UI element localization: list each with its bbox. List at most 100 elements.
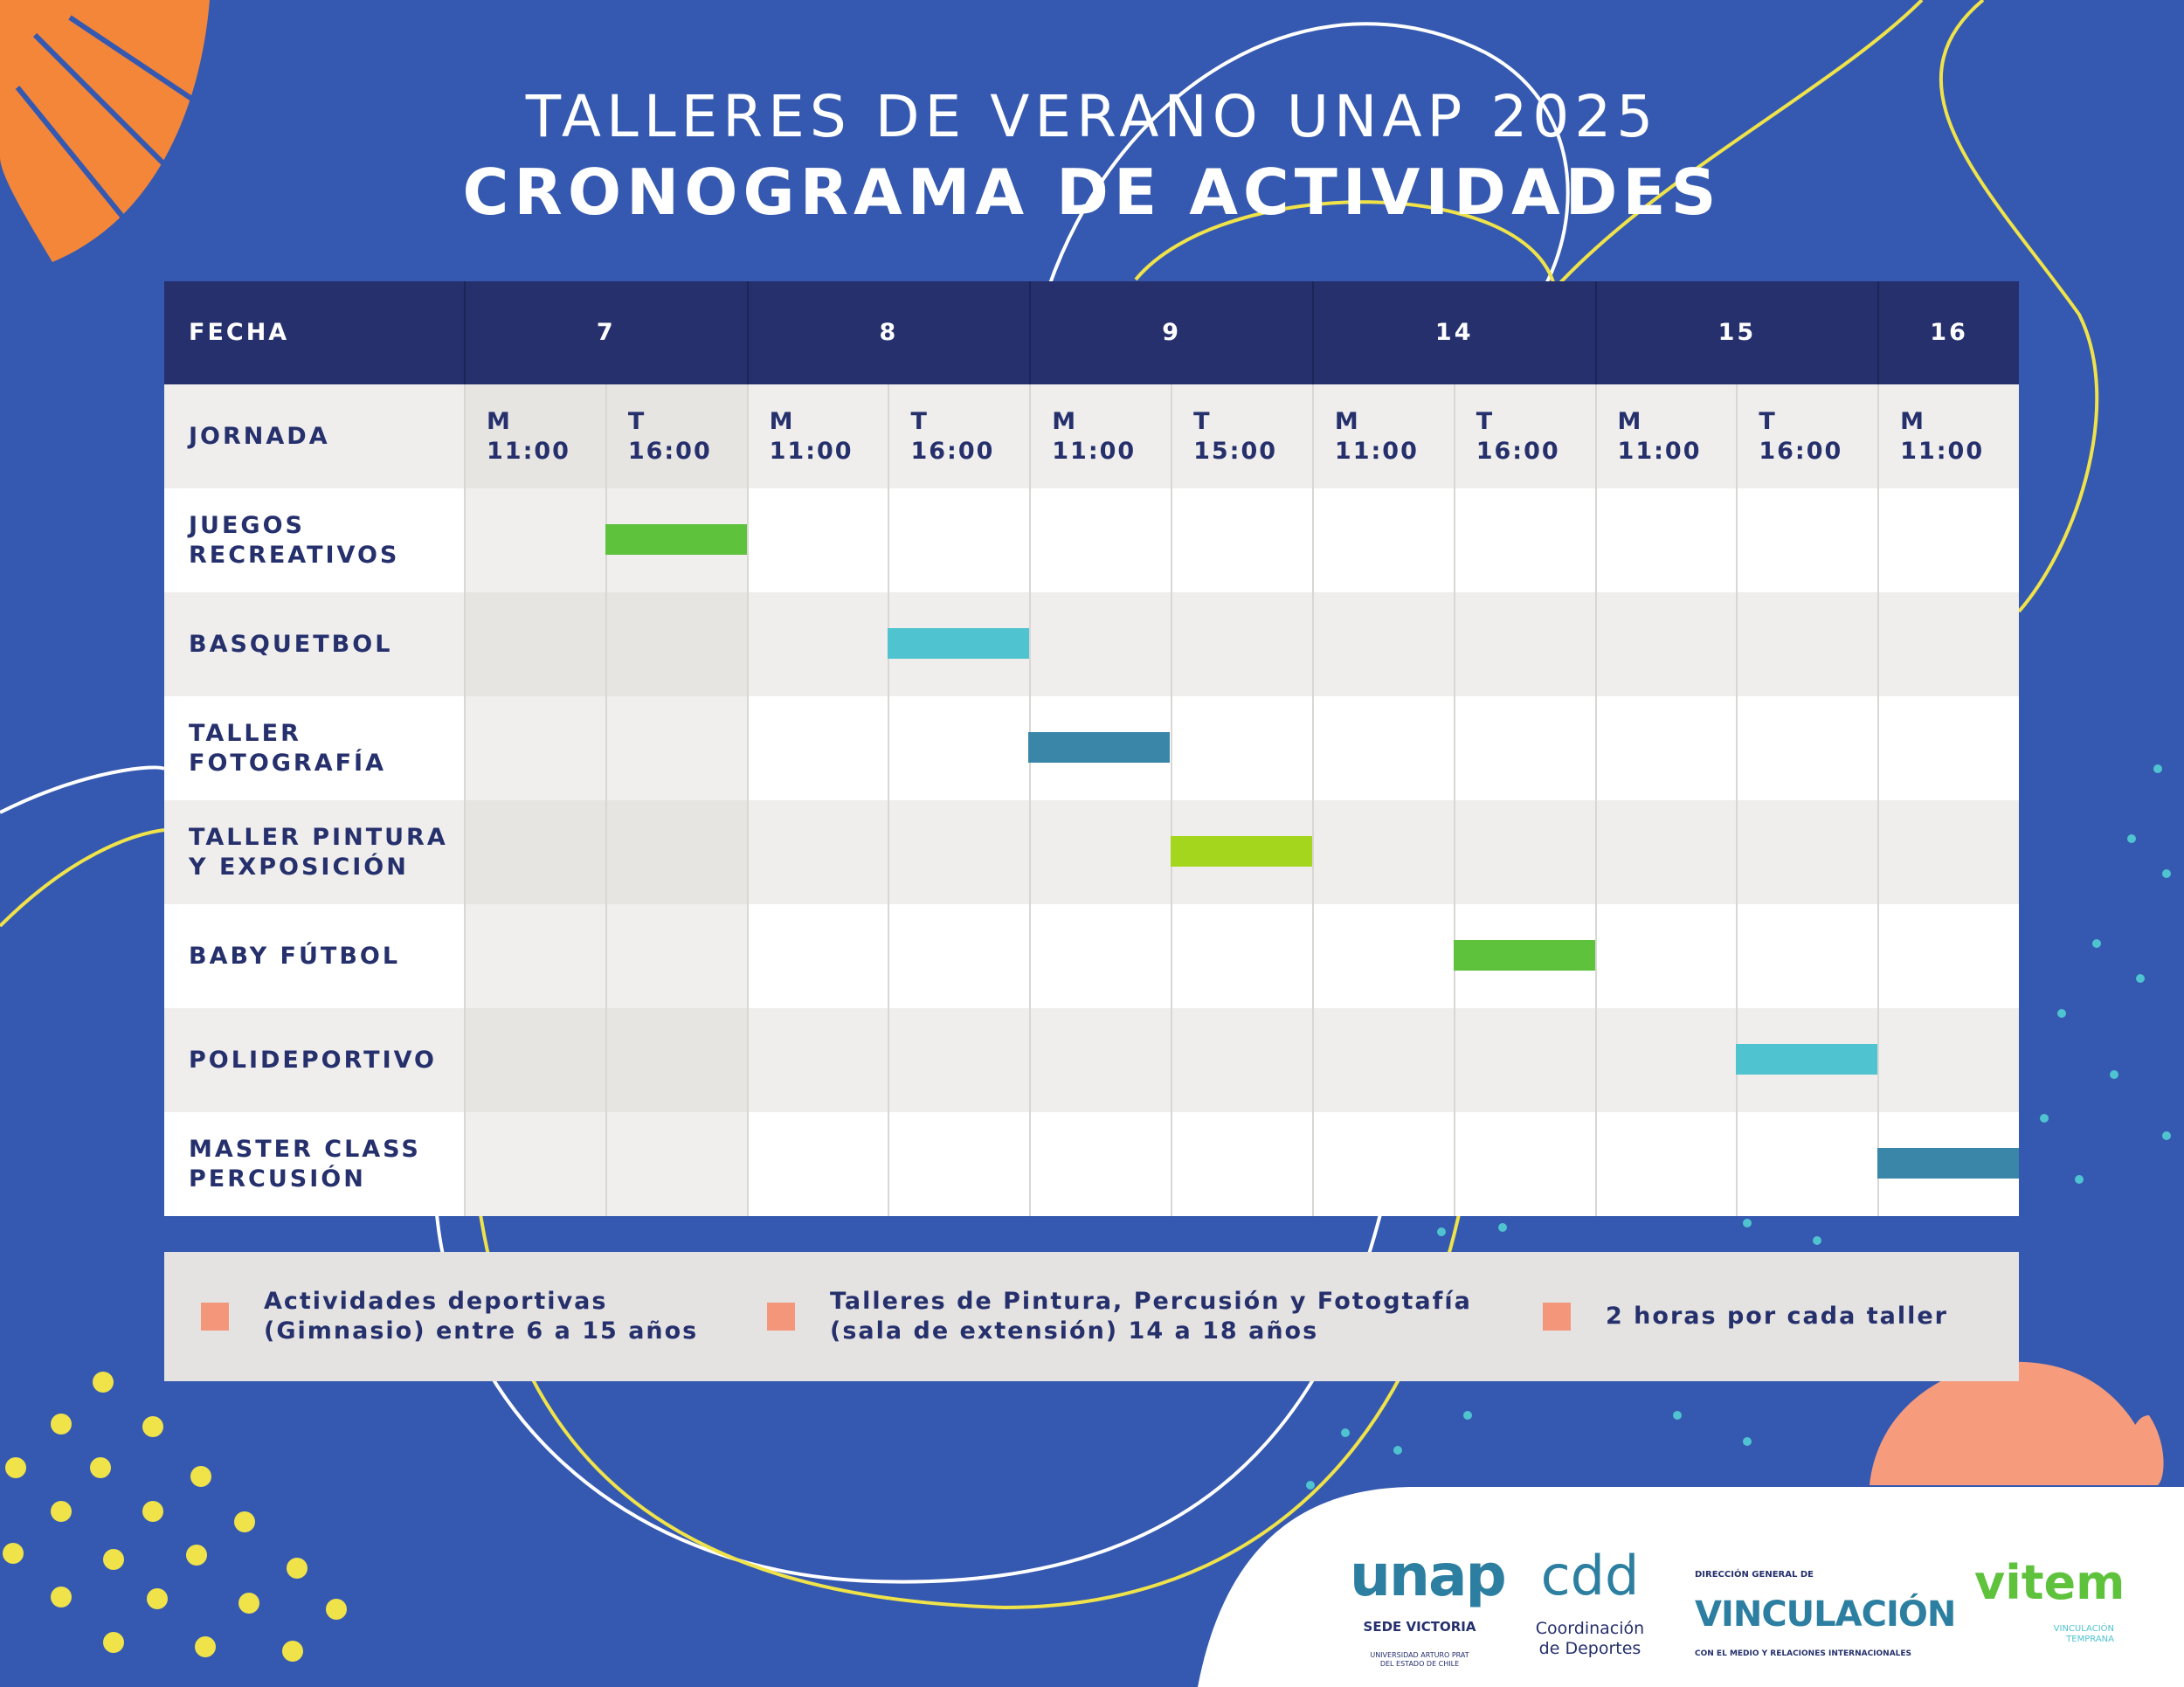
slot-cell [746,488,888,592]
activity-bar [888,628,1029,659]
slot-cell [1736,488,1878,592]
slot-time: 11:00 [769,437,854,465]
slot-shift: T [1193,407,1212,435]
slot-time: 11:00 [1052,437,1137,465]
date-header: 16 [1877,281,2019,384]
slot-cell [888,904,1030,1008]
slot-shift: M [1052,407,1078,435]
activity-bar [1736,1044,1877,1075]
slot-cell [1877,696,2019,800]
header-label: FECHA [164,281,464,384]
slot-cell [1171,1112,1312,1216]
slot-cell [1453,696,1595,800]
slot-cell [464,1112,605,1216]
slot-cell [464,488,605,592]
slot-cell [1029,800,1171,904]
slot-cell [1453,488,1595,592]
slot-cell [1311,488,1454,592]
slot-cell [888,1008,1030,1112]
slot-cell [605,904,747,1008]
logo-text: VINCULACIÓN TEMPRANA [2053,1624,2114,1644]
slot-shift: T [910,407,929,435]
jornada-label: JORNADA [164,384,464,488]
slot-time: 11:00 [487,437,570,465]
activity-bar [1877,1148,2019,1179]
title: CRONOGRAMA DE ACTIVIDADES [462,156,1722,229]
slot-header: M 11:00 [1594,384,1737,488]
slot-header: M 11:00 [1029,384,1171,488]
slot-cell [464,696,605,800]
logo-text: UNIVERSIDAD ARTURO PRAT DEL ESTADO DE CH… [1370,1651,1469,1668]
slot-header: T 15:00 [1171,384,1312,488]
slot-cell [1453,592,1595,696]
slot-cell [1453,800,1595,904]
legend: Actividades deportivas (Gimnasio) entre … [164,1252,2019,1381]
slot-header: T 16:00 [1453,384,1595,488]
slot-cell [1594,488,1737,592]
logo-text: unap [1350,1542,1507,1609]
slot-cell [1453,1112,1595,1216]
slot-cell [1594,696,1737,800]
slot-cell [1311,592,1454,696]
activity-bar [1171,836,1312,867]
date-header: 7 [464,281,747,384]
slot-cell [746,696,888,800]
slot-cell [1029,904,1171,1008]
slot-header: M 11:00 [746,384,888,488]
slot-cell [1029,592,1171,696]
legend-text: 2 horas por cada taller [1606,1303,1948,1330]
logo-text: vitem [1974,1555,2125,1610]
slot-cell [1029,1008,1171,1112]
slot-cell [1311,1008,1454,1112]
slot-cell [1736,696,1878,800]
activity-bar [605,524,747,555]
slot-cell [888,1112,1030,1216]
slot-cell [464,800,605,904]
slot-cell [1029,488,1171,592]
slot-cell [1171,1008,1312,1112]
legend-item: Talleres de Pintura, Percusión y Fotogta… [767,1287,1472,1346]
slot-cell [1311,696,1454,800]
slot-cell [888,696,1030,800]
activity-label: BASQUETBOL [164,592,464,696]
logo-text: CON EL MEDIO Y RELACIONES INTERNACIONALE… [1695,1649,1912,1658]
logo-unap: unap SEDE VICTORIA UNIVERSIDAD ARTURO PR… [1350,1533,1507,1685]
slot-time: 16:00 [627,437,712,465]
date-header: 15 [1594,281,1878,384]
slot-cell [1311,800,1454,904]
slot-cell [1029,1112,1171,1216]
slot-cell [1594,1008,1737,1112]
slot-cell [1594,592,1737,696]
slot-cell [888,800,1030,904]
slot-cell [746,1112,888,1216]
legend-text: Talleres de Pintura, Percusión y Fotogta… [830,1288,1472,1345]
slot-cell [1877,592,2019,696]
slot-cell [1877,1008,2019,1112]
slot-cell [605,696,747,800]
slot-cell [464,904,605,1008]
slot-shift: M [487,407,512,435]
slot-cell [1171,592,1312,696]
activity-label: POLIDEPORTIVO [164,1008,464,1112]
date-header: 14 [1311,281,1595,384]
slot-cell [1311,1112,1454,1216]
slot-time: 16:00 [910,437,995,465]
slot-cell [605,1112,747,1216]
slot-cell [1311,904,1454,1008]
slot-shift: M [1900,407,1926,435]
slot-time: 11:00 [1334,437,1419,465]
slot-cell [605,592,747,696]
slot-cell [1594,1112,1737,1216]
slot-cell [1171,488,1312,592]
activity-label: JUEGOS RECREATIVOS [164,488,464,592]
slot-cell [746,1008,888,1112]
logo-vitem: vitem VINCULACIÓN TEMPRANA [1974,1542,2125,1662]
slot-cell [1171,904,1312,1008]
slot-cell [1171,696,1312,800]
activity-label: BABY FÚTBOL [164,904,464,1008]
slot-time: 16:00 [1759,437,1843,465]
slot-header: M 11:00 [1877,384,2019,488]
slot-header: M 11:00 [464,384,605,488]
slot-shift: M [1334,407,1360,435]
